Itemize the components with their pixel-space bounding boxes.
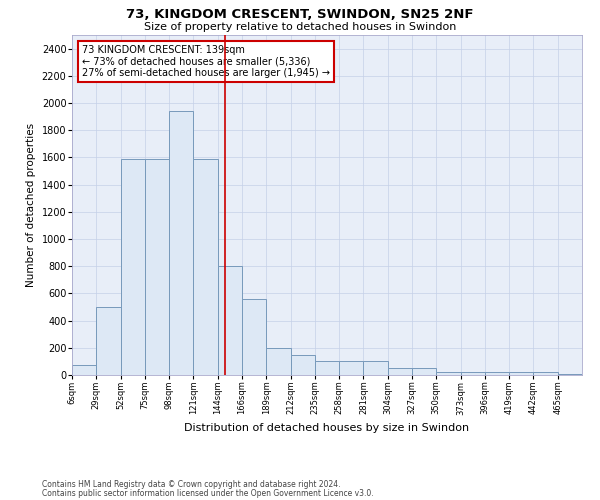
Bar: [169, 111, 193, 375]
Text: Contains public sector information licensed under the Open Government Licence v3: Contains public sector information licen…: [42, 488, 374, 498]
Bar: [96, 307, 121, 375]
Bar: [388, 368, 412, 375]
Bar: [533, 372, 558, 375]
Bar: [193, 159, 218, 375]
Bar: [242, 299, 266, 375]
Bar: [339, 362, 364, 375]
Bar: [436, 372, 461, 375]
Bar: [290, 354, 315, 375]
Bar: [145, 159, 169, 375]
Text: Contains HM Land Registry data © Crown copyright and database right 2024.: Contains HM Land Registry data © Crown c…: [42, 480, 341, 489]
Bar: [218, 266, 242, 375]
Text: Size of property relative to detached houses in Swindon: Size of property relative to detached ho…: [144, 22, 456, 32]
Bar: [315, 362, 339, 375]
Bar: [364, 362, 388, 375]
Bar: [461, 372, 485, 375]
Bar: [485, 372, 509, 375]
Bar: [121, 159, 145, 375]
Bar: [72, 365, 96, 375]
Bar: [509, 372, 533, 375]
Y-axis label: Number of detached properties: Number of detached properties: [26, 123, 36, 287]
Text: 73, KINGDOM CRESCENT, SWINDON, SN25 2NF: 73, KINGDOM CRESCENT, SWINDON, SN25 2NF: [126, 8, 474, 20]
Bar: [266, 348, 290, 375]
Bar: [558, 374, 582, 375]
Bar: [412, 368, 436, 375]
X-axis label: Distribution of detached houses by size in Swindon: Distribution of detached houses by size …: [184, 423, 470, 433]
Text: 73 KINGDOM CRESCENT: 139sqm
← 73% of detached houses are smaller (5,336)
27% of : 73 KINGDOM CRESCENT: 139sqm ← 73% of det…: [82, 45, 330, 78]
